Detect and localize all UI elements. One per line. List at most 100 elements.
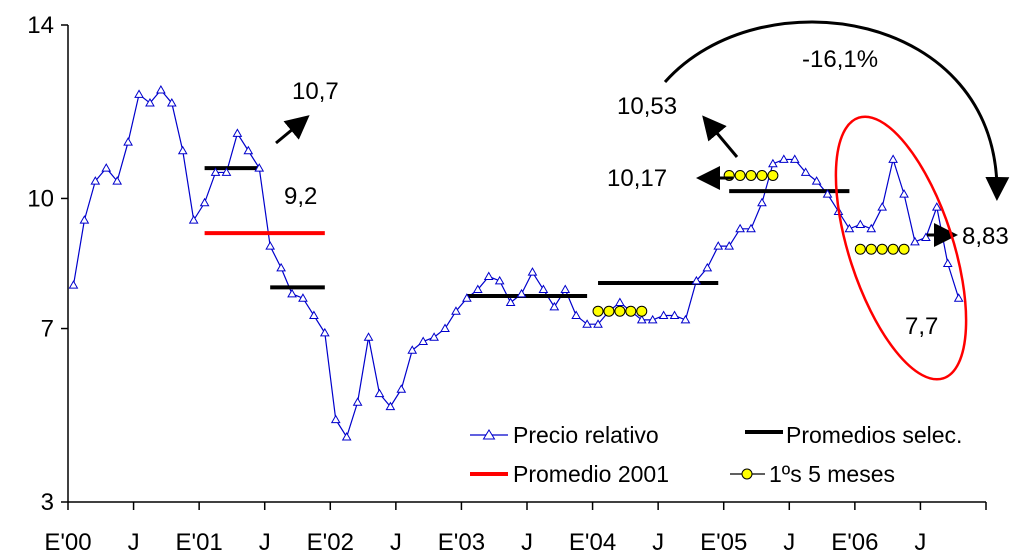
legend-label-precio: Precio relativo xyxy=(513,422,659,448)
five-month-point xyxy=(865,243,877,255)
data-point-precio xyxy=(571,310,582,320)
x-tick-label: J xyxy=(521,529,533,556)
data-point-precio xyxy=(713,241,724,250)
annotation-8-83: 8,83 xyxy=(962,223,1009,250)
x-tick-label: E'04 xyxy=(569,529,616,556)
data-point-precio xyxy=(101,163,112,172)
data-point-precio xyxy=(396,384,407,393)
five-month-point xyxy=(876,243,888,255)
data-point-precio xyxy=(385,401,396,411)
legend-item-precio: Precio relativo xyxy=(470,422,659,448)
series-lines xyxy=(72,89,960,439)
data-point-precio xyxy=(418,336,429,346)
data-point-precio xyxy=(451,306,461,315)
five-month-point xyxy=(745,169,757,181)
y-tick-label: 7 xyxy=(41,316,54,343)
data-point-precio xyxy=(866,223,877,233)
data-point-precio xyxy=(166,98,177,107)
legend: Precio relativo Promedios selec. Promedi… xyxy=(470,422,962,487)
x-tick-label: E'02 xyxy=(307,529,354,556)
highlight-ellipse xyxy=(834,115,968,381)
data-point-precio xyxy=(899,189,909,198)
data-point-precio xyxy=(363,332,374,341)
data-point-precio xyxy=(112,176,123,185)
y-tick-label: 3 xyxy=(41,489,54,516)
data-point-precio xyxy=(527,267,538,276)
data-point-precio xyxy=(210,167,221,176)
x-tick-label: J xyxy=(652,529,664,556)
data-point-precio xyxy=(330,414,341,424)
data-point-precio xyxy=(942,258,953,267)
data-point-precio xyxy=(472,284,483,294)
data-point-precio xyxy=(276,262,286,272)
x-ticks: E'00 J E'01 J E'02 J E'03 J E'04 J E'05 J E'06 J xyxy=(44,502,987,556)
annotations: 10,7 9,2 10,53 10,17 -16,1% 8,83 7,7 xyxy=(284,46,1009,340)
data-point-precio xyxy=(822,189,833,198)
annotation-10-17: 10,17 xyxy=(607,165,667,192)
data-point-precio xyxy=(669,310,680,320)
data-point-precio xyxy=(811,176,822,185)
data-point-precio xyxy=(910,236,920,246)
data-point-precio xyxy=(79,215,90,224)
data-point-precio xyxy=(560,284,571,294)
five-month-point xyxy=(734,169,746,181)
data-point-precio xyxy=(341,431,352,441)
x-tick-label: E'03 xyxy=(438,529,485,556)
x-tick-label: J xyxy=(914,529,926,556)
five-month-point xyxy=(887,243,899,255)
annotation-arrows xyxy=(275,20,1010,381)
five-month-point xyxy=(592,305,604,317)
legend-label-promedios: Promedios selec. xyxy=(786,422,962,448)
data-point-precio xyxy=(953,293,964,302)
annotation-9-2: 9,2 xyxy=(284,183,317,210)
data-point-precio xyxy=(462,293,472,302)
annotation-10-53: 10,53 xyxy=(617,93,677,120)
data-point-precio xyxy=(549,301,560,311)
data-point-precio xyxy=(615,297,625,307)
five-month-point xyxy=(898,243,910,255)
legend-item-promedio-2001: Promedio 2001 xyxy=(470,461,669,487)
data-point-precio xyxy=(888,154,898,163)
series-line-precio-relativo xyxy=(72,89,960,439)
x-tick-label: E'06 xyxy=(831,529,878,556)
x-tick-label: E'01 xyxy=(175,529,222,556)
data-point-precio xyxy=(232,128,243,137)
y-tick-label: 10 xyxy=(27,185,54,212)
data-point-precio xyxy=(636,314,647,324)
data-point-precio xyxy=(309,310,319,320)
five-month-point xyxy=(854,243,866,255)
data-point-precio xyxy=(177,145,188,155)
data-point-precio xyxy=(800,167,811,176)
data-point-precio xyxy=(702,262,713,272)
data-point-precio xyxy=(254,163,265,172)
data-point-precio xyxy=(221,167,232,176)
legend-label-promedio-2001: Promedio 2001 xyxy=(513,461,669,487)
data-point-precio xyxy=(680,314,691,324)
data-point-precio xyxy=(877,202,888,211)
x-tick-label: J xyxy=(390,529,402,556)
data-point-precio xyxy=(90,176,101,185)
data-point-precio xyxy=(931,202,942,211)
annotation-10-7: 10,7 xyxy=(292,78,339,105)
data-point-precio xyxy=(789,154,800,163)
data-point-precio xyxy=(757,197,767,207)
data-point-precio xyxy=(921,232,931,241)
data-point-precio xyxy=(68,280,79,289)
data-point-precio xyxy=(407,345,418,354)
data-point-precio xyxy=(658,310,669,320)
legend-label-primeros-5-meses: 1ºs 5 meses xyxy=(769,461,895,487)
data-point-precio xyxy=(494,275,505,285)
five-month-point xyxy=(625,305,637,317)
data-point-precio xyxy=(582,319,592,328)
data-point-precio xyxy=(265,241,276,250)
data-point-precio xyxy=(844,223,855,233)
data-point-precio xyxy=(156,85,166,94)
data-point-precio xyxy=(778,154,789,163)
data-point-precio xyxy=(516,288,527,298)
x-tick-label: J xyxy=(259,529,271,556)
data-point-precio xyxy=(352,397,363,406)
annotation-percent-change: -16,1% xyxy=(802,46,878,73)
data-point-precio xyxy=(724,241,735,250)
legend-item-primeros-5-meses: 1ºs 5 meses xyxy=(730,461,895,487)
